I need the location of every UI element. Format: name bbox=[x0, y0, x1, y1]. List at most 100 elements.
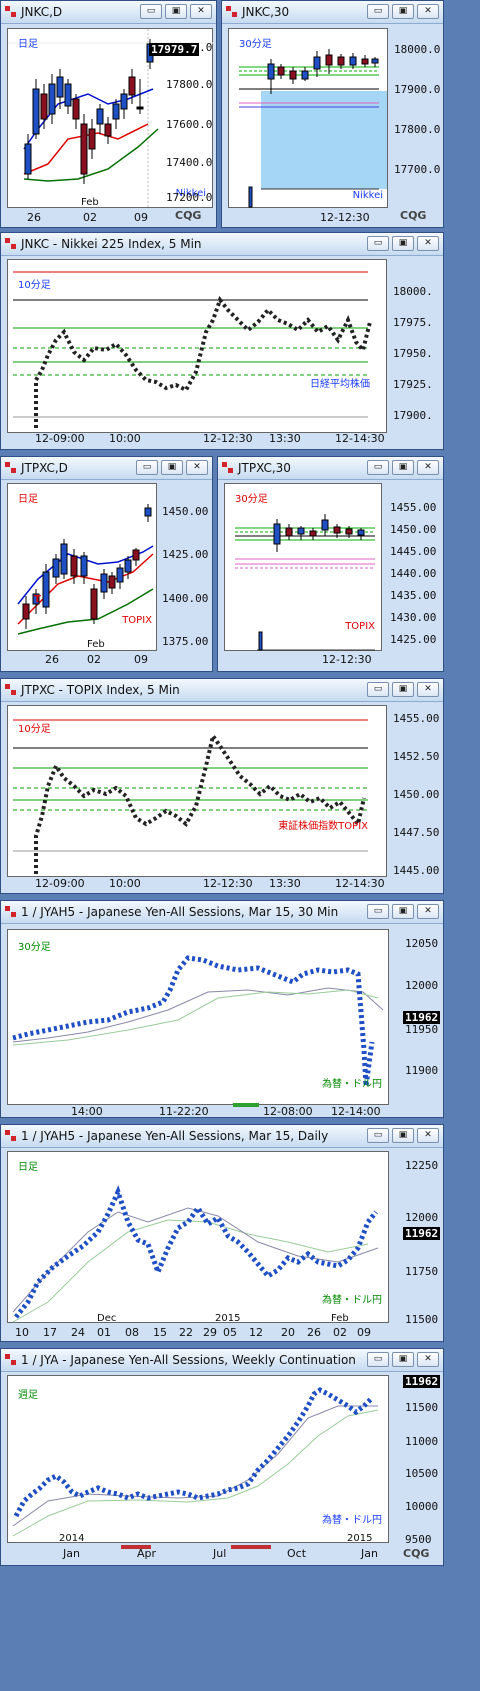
close-button[interactable]: ✕ bbox=[417, 1128, 439, 1143]
chart-area[interactable]: 週足 為替・ドル円 bbox=[7, 1375, 389, 1543]
x-tick: 26 bbox=[27, 211, 41, 224]
title-bar[interactable]: JNKC,D ▭ ▣ ✕ bbox=[1, 1, 216, 24]
window-jyah5-daily[interactable]: 1 / JYAH5 - Japanese Yen-All Sessions, M… bbox=[0, 1124, 444, 1342]
y-tick: 1452.50 bbox=[393, 750, 440, 763]
minimize-button[interactable]: ▭ bbox=[367, 460, 389, 475]
x-tick: Jul bbox=[213, 1547, 227, 1560]
window-jya-weekly[interactable]: 1 / JYA - Japanese Yen-All Sessions, Wee… bbox=[0, 1348, 444, 1566]
minimize-button[interactable]: ▭ bbox=[367, 4, 389, 19]
cqg-app-icon bbox=[226, 6, 238, 18]
x-tick: Feb bbox=[331, 1313, 349, 1324]
x-tick: 12-14:30 bbox=[335, 877, 385, 890]
minimize-button[interactable]: ▭ bbox=[367, 904, 389, 919]
title-bar[interactable]: 1 / JYAH5 - Japanese Yen-All Sessions, M… bbox=[1, 1125, 443, 1148]
restore-button[interactable]: ▣ bbox=[392, 1352, 414, 1367]
close-button[interactable]: ✕ bbox=[417, 682, 439, 697]
window-title: JNKC,30 bbox=[242, 5, 290, 19]
close-button[interactable]: ✕ bbox=[186, 460, 208, 475]
restore-button[interactable]: ▣ bbox=[392, 904, 414, 919]
x-tick: Dec bbox=[97, 1313, 117, 1324]
y-tick: 11950 bbox=[405, 1023, 439, 1036]
close-button[interactable]: ✕ bbox=[417, 236, 439, 251]
window-title: 1 / JYAH5 - Japanese Yen-All Sessions, M… bbox=[21, 1129, 329, 1143]
title-bar[interactable]: JTPXC - TOPIX Index, 5 Min ▭ ▣ ✕ bbox=[1, 679, 443, 702]
candlestick-chart bbox=[235, 514, 375, 651]
window-jnkc-5min[interactable]: JNKC - Nikkei 225 Index, 5 Min ▭ ▣ ✕ 10分足 … bbox=[0, 232, 444, 450]
window-jnkc-30min[interactable]: JNKC,30 ▭ ▣ ✕ 30分足 Nikkei 18000.0 bbox=[221, 0, 444, 228]
chart-area[interactable]: 日足 為替・ドル円 bbox=[7, 1151, 389, 1323]
y-tick: 1450.00 bbox=[162, 505, 209, 518]
minimize-button[interactable]: ▭ bbox=[367, 1128, 389, 1143]
x-tick: 29 bbox=[203, 1326, 217, 1339]
window-title: JTPXC,30 bbox=[238, 461, 291, 475]
title-bar[interactable]: 1 / JYAH5 - Japanese Yen-All Sessions, M… bbox=[1, 901, 443, 924]
y-tick: 12000 bbox=[405, 979, 439, 992]
candlestick-chart bbox=[12, 1387, 379, 1537]
y-tick: 17950. bbox=[393, 347, 433, 360]
restore-button[interactable]: ▣ bbox=[392, 4, 414, 19]
window-jyah5-30min[interactable]: 1 / JYAH5 - Japanese Yen-All Sessions, M… bbox=[0, 900, 444, 1118]
close-button[interactable]: ✕ bbox=[417, 460, 439, 475]
restore-button[interactable]: ▣ bbox=[165, 4, 187, 19]
minimize-button[interactable]: ▭ bbox=[367, 682, 389, 697]
y-tick: 1455.00 bbox=[390, 501, 437, 514]
last-price-badge: 11962 bbox=[403, 1227, 441, 1240]
x-tick: 02 bbox=[83, 211, 97, 224]
close-button[interactable]: ✕ bbox=[417, 904, 439, 919]
window-jtpxc-5min[interactable]: JTPXC - TOPIX Index, 5 Min ▭ ▣ ✕ 10分足 東証株価… bbox=[0, 678, 444, 894]
title-bar[interactable]: JTPXC,30 ▭ ▣ ✕ bbox=[218, 457, 443, 480]
x-tick: Feb bbox=[81, 197, 99, 208]
close-button[interactable]: ✕ bbox=[417, 1352, 439, 1367]
chart-area[interactable]: 日足 Nikkei 18000.0 bbox=[7, 28, 214, 209]
restore-button[interactable]: ▣ bbox=[392, 460, 414, 475]
close-button[interactable]: ✕ bbox=[190, 4, 212, 19]
minimize-button[interactable]: ▭ bbox=[136, 460, 158, 475]
title-bar[interactable]: JTPXC,D ▭ ▣ ✕ bbox=[1, 457, 212, 480]
y-tick: 1455.00 bbox=[393, 712, 440, 725]
title-bar[interactable]: JNKC,30 ▭ ▣ ✕ bbox=[222, 1, 443, 24]
chart-area[interactable]: 30分足 Nikkei bbox=[228, 28, 388, 208]
title-bar[interactable]: 1 / JYA - Japanese Yen-All Sessions, Wee… bbox=[1, 1349, 443, 1372]
cqg-app-icon bbox=[5, 1354, 17, 1366]
candlestick-chart bbox=[13, 719, 368, 874]
y-tick: 17600.0 bbox=[166, 118, 213, 131]
window-jnkc-daily[interactable]: JNKC,D ▭ ▣ ✕ bbox=[0, 0, 217, 228]
restore-button[interactable]: ▣ bbox=[392, 236, 414, 251]
chart-area[interactable]: 10分足 東証株価指数TOPIX bbox=[7, 705, 387, 877]
instrument-label: TOPIX bbox=[345, 621, 375, 632]
y-tick: 9500 bbox=[405, 1533, 432, 1546]
window-title: 1 / JYA - Japanese Yen-All Sessions, Wee… bbox=[21, 1353, 356, 1367]
title-bar[interactable]: JNKC - Nikkei 225 Index, 5 Min ▭ ▣ ✕ bbox=[1, 233, 443, 256]
window-title: 1 / JYAH5 - Japanese Yen-All Sessions, M… bbox=[21, 905, 339, 919]
instrument-label: Nikkei bbox=[175, 188, 206, 199]
minimize-button[interactable]: ▭ bbox=[367, 236, 389, 251]
window-title: JTPXC - TOPIX Index, 5 Min bbox=[21, 683, 180, 697]
close-button[interactable]: ✕ bbox=[417, 4, 439, 19]
restore-button[interactable]: ▣ bbox=[161, 460, 183, 475]
minimize-button[interactable]: ▭ bbox=[140, 4, 162, 19]
y-tick: 17925. bbox=[393, 378, 433, 391]
chart-area[interactable]: 30分足 為替・ドル円 bbox=[7, 929, 389, 1105]
window-jtpxc-daily[interactable]: JTPXC,D ▭ ▣ ✕ 日足 T TOPIX 1450.00 1425.00 1 bbox=[0, 456, 213, 672]
x-tick: 2015 bbox=[215, 1313, 241, 1324]
cqg-app-icon bbox=[222, 462, 234, 474]
cqg-app-icon bbox=[5, 6, 17, 18]
timeframe-tag: 10分足 bbox=[18, 280, 51, 291]
timeframe-tag: 30分足 bbox=[239, 39, 272, 50]
y-tick: 1447.50 bbox=[393, 826, 440, 839]
marker-label: T bbox=[34, 594, 41, 605]
minimize-button[interactable]: ▭ bbox=[367, 1352, 389, 1367]
chart-area[interactable]: 10分足 日経平均株価 bbox=[7, 259, 387, 433]
y-tick: 11750 bbox=[405, 1265, 439, 1278]
restore-button[interactable]: ▣ bbox=[392, 1128, 414, 1143]
window-title: JNKC,D bbox=[21, 5, 63, 19]
candlestick-chart bbox=[239, 49, 387, 208]
chart-area[interactable]: 日足 T TOPIX bbox=[7, 483, 157, 651]
x-tick: 12-08:00 bbox=[263, 1105, 313, 1118]
y-tick: 17800.0 bbox=[394, 123, 441, 136]
restore-button[interactable]: ▣ bbox=[392, 682, 414, 697]
window-jtpxc-30min[interactable]: JTPXC,30 ▭ ▣ ✕ 30分足 TOPIX 1455.00 1450.00 … bbox=[217, 456, 444, 672]
chart-area[interactable]: 30分足 TOPIX bbox=[224, 483, 382, 651]
x-tick: 12-12:30 bbox=[320, 211, 370, 224]
x-tick: 02 bbox=[87, 653, 101, 666]
